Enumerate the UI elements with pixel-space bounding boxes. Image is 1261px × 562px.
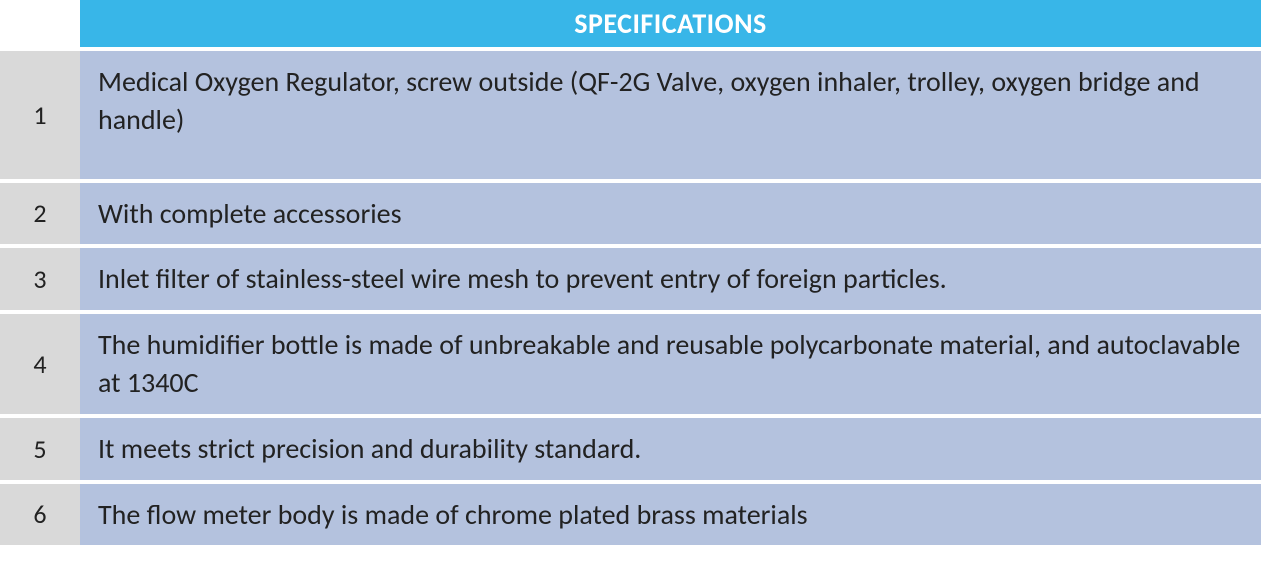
row-text-cell: The flow meter body is made of chrome pl… bbox=[80, 484, 1261, 546]
row-number-cell: 6 bbox=[0, 484, 80, 546]
row-text-cell: The humidifier bottle is made of unbreak… bbox=[80, 314, 1261, 414]
header-empty-cell bbox=[0, 0, 80, 47]
row-number-cell: 5 bbox=[0, 418, 80, 480]
table-row: 6The flow meter body is made of chrome p… bbox=[0, 484, 1261, 546]
row-number-cell: 2 bbox=[0, 183, 80, 245]
table-row: 4The humidifier bottle is made of unbrea… bbox=[0, 314, 1261, 414]
header-row: SPECIFICATIONS bbox=[0, 0, 1261, 47]
specifications-table: SPECIFICATIONS1Medical Oxygen Regulator,… bbox=[0, 0, 1261, 545]
row-text-cell: It meets strict precision and durability… bbox=[80, 418, 1261, 480]
table-row: 2With complete accessories bbox=[0, 183, 1261, 245]
table-row: 3Inlet filter of stainless-steel wire me… bbox=[0, 248, 1261, 310]
row-text-cell: Medical Oxygen Regulator, screw outside … bbox=[80, 51, 1261, 179]
row-number-cell: 1 bbox=[0, 51, 80, 179]
table-row: 1Medical Oxygen Regulator, screw outside… bbox=[0, 51, 1261, 179]
row-number-cell: 4 bbox=[0, 314, 80, 414]
row-text-cell: With complete accessories bbox=[80, 183, 1261, 245]
table-row: 5It meets strict precision and durabilit… bbox=[0, 418, 1261, 480]
header-title: SPECIFICATIONS bbox=[80, 0, 1261, 47]
row-number-cell: 3 bbox=[0, 248, 80, 310]
row-text-cell: Inlet filter of stainless-steel wire mes… bbox=[80, 248, 1261, 310]
specifications-tbody: SPECIFICATIONS1Medical Oxygen Regulator,… bbox=[0, 0, 1261, 545]
